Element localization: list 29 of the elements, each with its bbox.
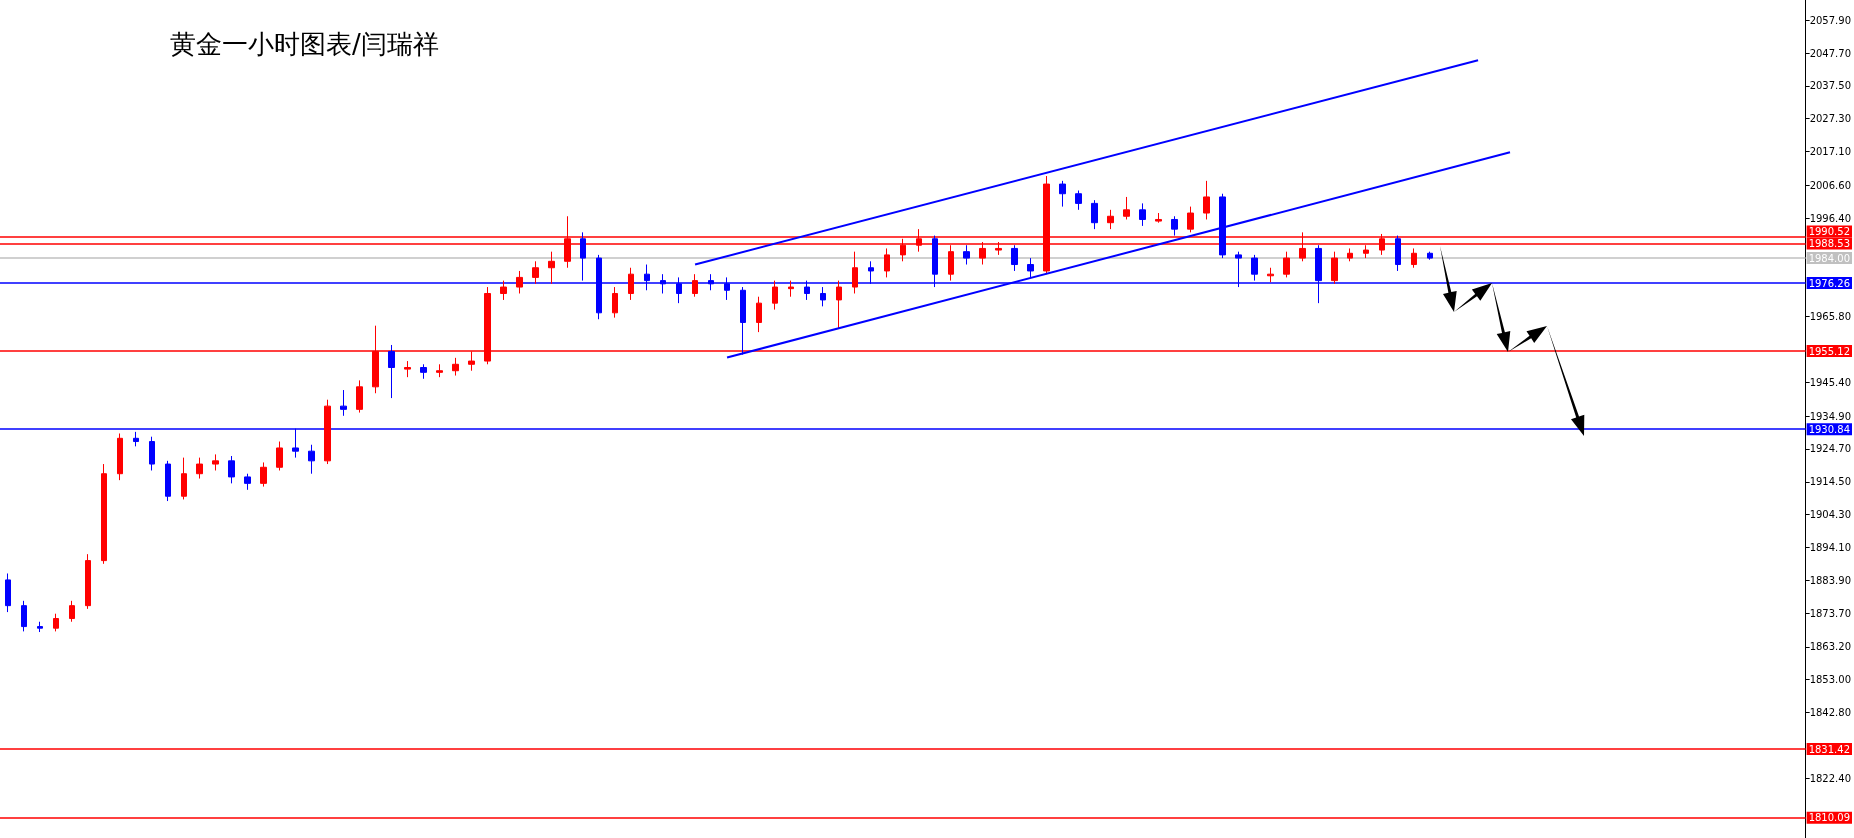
y-tick-label: 2057.90 [1809, 14, 1852, 26]
y-tick-label: 2047.70 [1809, 47, 1852, 59]
text: 黄金一小时图表/闫瑞祥 [170, 29, 439, 59]
ref-line-label: 1976.26 [1808, 277, 1851, 289]
y-tick-label: 1924.70 [1809, 443, 1852, 455]
ref-line-label: 1955.12 [1808, 345, 1851, 357]
ref-line-label: 1988.53 [1808, 238, 1851, 250]
y-tick-label: 2037.50 [1809, 80, 1852, 92]
y-tick-label: 1965.80 [1809, 311, 1852, 323]
y-tick-label: 1996.40 [1809, 212, 1852, 224]
y-tick-label: 2027.30 [1809, 113, 1852, 125]
ref-line-label: 1831.42 [1808, 743, 1851, 755]
y-tick-label: 2006.60 [1809, 179, 1852, 191]
y-tick-label: 1914.50 [1809, 476, 1852, 488]
ref-line-label: 1810.09 [1808, 812, 1851, 824]
y-tick-label: 1904.30 [1809, 509, 1852, 521]
y-tick-label: 2017.10 [1809, 146, 1852, 158]
y-tick-label: 1853.00 [1809, 674, 1852, 686]
y-tick-label: 1863.20 [1809, 641, 1852, 653]
ref-line-label: 1984.00 [1808, 252, 1851, 264]
y-tick-label: 1873.70 [1809, 607, 1852, 619]
ref-line-label: 1930.84 [1808, 423, 1851, 435]
y-tick-label: 1934.90 [1809, 410, 1852, 422]
y-tick-label: 1894.10 [1809, 541, 1852, 553]
y-tick-label: 1842.80 [1809, 706, 1852, 718]
y-tick-label: 1945.40 [1809, 376, 1852, 388]
ref-line-label: 1990.52 [1808, 226, 1851, 238]
y-tick-label: 1822.40 [1809, 772, 1852, 784]
y-tick-label: 1883.90 [1809, 574, 1852, 586]
